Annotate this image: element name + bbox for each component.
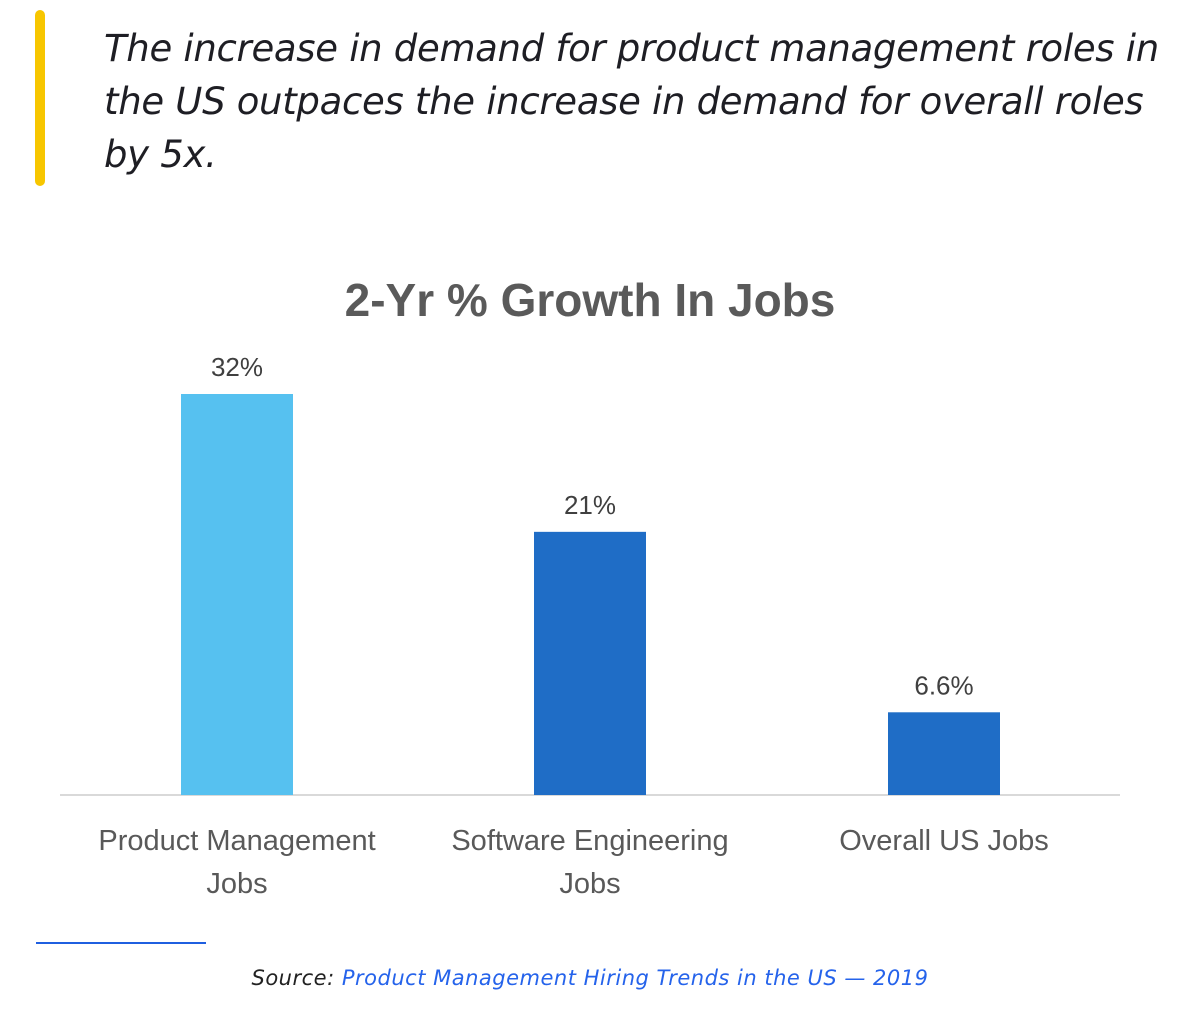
source-caption: Source: Product Management Hiring Trends…: [0, 966, 1180, 990]
chart-title: 2-Yr % Growth In Jobs: [345, 274, 836, 326]
category-label-3-line-1: Overall US Jobs: [839, 825, 1049, 857]
source-divider: [36, 942, 206, 944]
category-label-1-line-1: Product Management: [98, 825, 375, 857]
category-label-1-line-2: Jobs: [206, 868, 267, 900]
bar-3: [888, 712, 1000, 795]
data-label-2: 21%: [564, 490, 616, 520]
source-prefix: Source:: [251, 966, 335, 990]
quote-accent-bar: [35, 10, 45, 186]
bar-1: [181, 394, 293, 795]
category-label-2-line-2: Jobs: [559, 868, 620, 900]
category-label-2-line-1: Software Engineering: [451, 825, 728, 857]
source-link[interactable]: Product Management Hiring Trends in the …: [341, 966, 929, 990]
quote-text: The increase in demand for product manag…: [104, 27, 1159, 176]
data-label-1: 32%: [211, 352, 263, 382]
bar-2: [534, 531, 646, 795]
data-label-3: 6.6%: [914, 670, 973, 700]
bar-chart: 2-Yr % Growth In Jobs 32% Product Managem…: [60, 274, 1120, 900]
